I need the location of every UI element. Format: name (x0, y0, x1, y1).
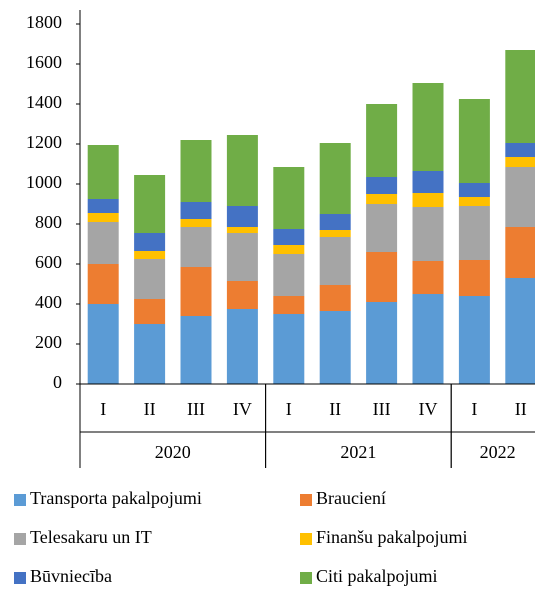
bar-segment (87, 304, 119, 384)
bar-segment (134, 175, 166, 233)
bar-segment (505, 227, 535, 278)
x-tick-label: I (471, 399, 477, 419)
legend-swatch (300, 494, 312, 506)
bar-segment (273, 296, 305, 314)
bar-segment (180, 227, 212, 267)
bar-segment (319, 285, 351, 311)
bar-segment (366, 104, 398, 177)
x-tick-label: II (144, 399, 156, 419)
bar-segment (226, 309, 258, 384)
bar-segment (366, 252, 398, 302)
bar-segment (319, 237, 351, 285)
bar-segment (134, 233, 166, 251)
bar-segment (412, 294, 444, 384)
x-tick-label: III (373, 399, 391, 419)
y-tick-label: 1600 (26, 52, 62, 72)
group-label: 2021 (340, 442, 376, 462)
bar-segment (412, 171, 444, 193)
bar-segment (180, 316, 212, 384)
y-tick-label: 1000 (26, 172, 62, 192)
legend-label: Finanšu pakalpojumi (316, 527, 468, 547)
bar-segment (366, 194, 398, 204)
bar-segment (180, 267, 212, 316)
legend-swatch (300, 533, 312, 545)
legend-swatch (14, 533, 26, 545)
bar-segment (505, 167, 535, 227)
legend-swatch (300, 572, 312, 584)
bar-segment (273, 229, 305, 245)
bar-segment (458, 206, 490, 260)
bar-segment (273, 254, 305, 296)
bar-segment (226, 233, 258, 281)
bar-segment (87, 213, 119, 222)
bar-segment (273, 167, 305, 229)
bar-segment (87, 264, 119, 304)
y-tick-label: 1200 (26, 132, 62, 152)
bar-segment (366, 204, 398, 252)
bar-segment (134, 259, 166, 299)
bar-segment (458, 296, 490, 384)
bar-segment (226, 206, 258, 227)
bar-segment (226, 227, 258, 233)
bar-segment (319, 143, 351, 214)
bar-segment (87, 145, 119, 199)
legend-label: Transporta pakalpojumi (30, 488, 202, 508)
legend-swatch (14, 494, 26, 506)
bar-segment (180, 219, 212, 227)
y-tick-label: 400 (35, 292, 62, 312)
bar-segment (180, 140, 212, 202)
bar-segment (505, 50, 535, 143)
bar-segment (319, 214, 351, 230)
bar-segment (458, 183, 490, 197)
legend-label: Citi pakalpojumi (316, 566, 438, 586)
bar-segment (412, 261, 444, 294)
bar-segment (226, 135, 258, 206)
bar-segment (412, 193, 444, 207)
bar-segment (273, 245, 305, 254)
y-tick-label: 1800 (26, 12, 62, 32)
bar-segment (412, 207, 444, 261)
legend-label: Brauciení (316, 488, 386, 508)
x-tick-label: I (286, 399, 292, 419)
group-label: 2020 (155, 442, 191, 462)
bar-segment (87, 222, 119, 264)
bar-segment (319, 230, 351, 237)
y-tick-label: 1400 (26, 92, 62, 112)
bar-segment (134, 324, 166, 384)
y-tick-label: 600 (35, 252, 62, 272)
bar-segment (87, 199, 119, 213)
x-tick-label: II (515, 399, 527, 419)
y-tick-label: 800 (35, 212, 62, 232)
legend-swatch (14, 572, 26, 584)
bar-segment (458, 99, 490, 183)
bar-segment (505, 143, 535, 157)
bar-segment (273, 314, 305, 384)
bar-segment (366, 177, 398, 194)
y-tick-label: 0 (53, 372, 62, 392)
bar-segment (319, 311, 351, 384)
bar-segment (226, 281, 258, 309)
legend-label: Telesakaru un IT (30, 527, 152, 547)
bar-segment (505, 278, 535, 384)
group-label: 2022 (480, 442, 516, 462)
bar-segment (134, 299, 166, 324)
bar-segment (505, 157, 535, 167)
x-tick-label: I (100, 399, 106, 419)
bar-segment (458, 260, 490, 296)
bar-segment (180, 202, 212, 219)
x-tick-label: III (187, 399, 205, 419)
bar-segment (366, 302, 398, 384)
legend-label: Būvniecība (30, 566, 112, 586)
y-tick-label: 200 (35, 332, 62, 352)
bar-segment (412, 83, 444, 171)
bar-segment (458, 197, 490, 206)
x-tick-label: II (329, 399, 341, 419)
bar-segment (134, 251, 166, 259)
x-tick-label: IV (419, 399, 438, 419)
x-tick-label: IV (233, 399, 252, 419)
